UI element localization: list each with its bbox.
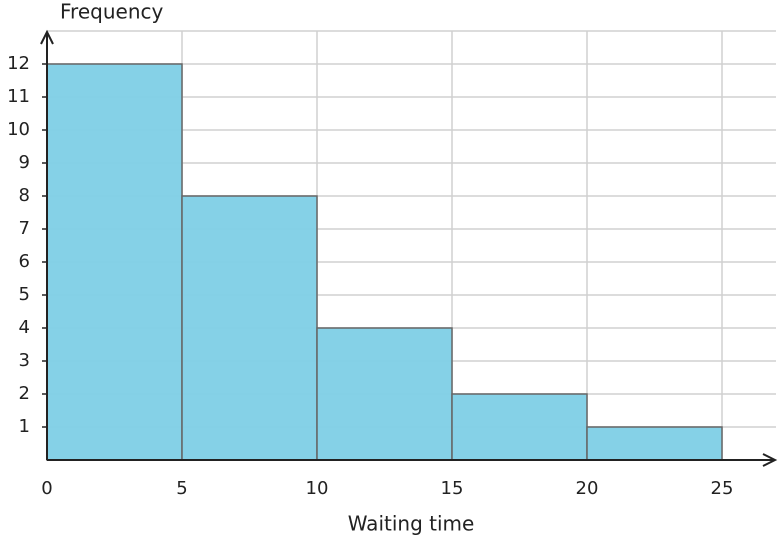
y-tick-label: 4 [19, 317, 30, 338]
y-tick-label: 3 [19, 350, 30, 371]
x-tick-label: 20 [576, 478, 599, 499]
y-tick-label: 12 [7, 53, 30, 74]
y-tick-label: 2 [19, 383, 30, 404]
bar [316, 327, 453, 461]
y-tick-label: 11 [7, 86, 30, 107]
x-arrow [762, 453, 778, 467]
bar [451, 393, 588, 461]
x-tick-label: 5 [176, 478, 187, 499]
y-tick-label: 1 [19, 416, 30, 437]
x-tick-label: 25 [711, 478, 734, 499]
bar [586, 426, 723, 461]
y-tick-label: 10 [7, 119, 30, 140]
y-tick-label: 9 [19, 152, 30, 173]
x-tick-label: 15 [441, 478, 464, 499]
y-tick-label: 6 [19, 251, 30, 272]
x-tick-label: 0 [41, 478, 52, 499]
y-tick-label: 8 [19, 185, 30, 206]
y-axis-label: Frequency [60, 0, 163, 24]
bars [46, 63, 723, 461]
bar [181, 195, 318, 461]
x-tick-label: 10 [306, 478, 329, 499]
y-tick-label: 7 [19, 218, 30, 239]
bar [46, 63, 183, 461]
y-tick-label: 5 [19, 284, 30, 305]
axes [40, 29, 778, 467]
y-arrow [40, 29, 54, 45]
x-axis-label: Waiting time [348, 512, 475, 536]
